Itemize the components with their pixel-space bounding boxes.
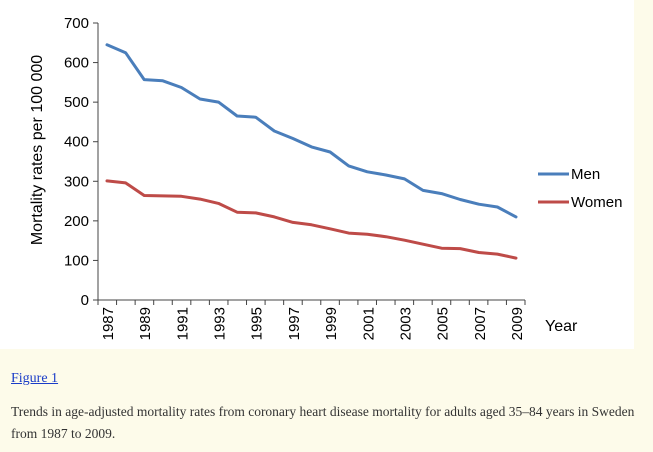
series-line-women xyxy=(105,179,518,260)
y-axis-title: Mortality rates per 100 000 xyxy=(29,55,46,245)
y-tick-label: 600 xyxy=(64,55,89,72)
legend: Men Women xyxy=(538,166,622,211)
x-tick-label: 2001 xyxy=(360,307,377,340)
x-tick-label: 1993 xyxy=(212,307,229,340)
x-axis-ticks: 1987 1989 1991 1993 1995 1997 1999 2001 2003 2005… xyxy=(97,300,526,340)
legend-label-men: Men xyxy=(571,166,600,183)
y-tick-label: 100 xyxy=(64,252,89,269)
x-tick-label: 2007 xyxy=(472,307,489,340)
figure-link[interactable]: Figure 1 xyxy=(11,371,59,386)
series-line-men xyxy=(105,43,518,219)
x-axis-title: Year xyxy=(545,318,578,335)
x-tick-label: 1995 xyxy=(249,307,266,340)
y-tick-label: 300 xyxy=(64,173,89,190)
y-tick-label: 500 xyxy=(64,94,89,111)
x-tick-label: 1997 xyxy=(286,307,303,340)
y-tick-label: 200 xyxy=(64,213,89,230)
y-tick-label: 700 xyxy=(64,15,89,32)
y-tick-label: 0 xyxy=(81,292,89,309)
y-axis-ticks: 0 100 200 300 400 500 600 700 xyxy=(64,15,98,309)
chart-panel: 0 100 200 300 400 500 600 700 1987 1989 1991 1993 1… xyxy=(0,0,634,349)
x-tick-label: 1999 xyxy=(323,307,340,340)
legend-label-women: Women xyxy=(571,194,622,211)
axes xyxy=(97,23,525,301)
figure-caption: Trends in age-adjusted mortality rates f… xyxy=(11,404,635,441)
x-tick-label: 2005 xyxy=(435,307,452,340)
x-tick-label: 1989 xyxy=(137,307,154,340)
x-tick-label: 2003 xyxy=(397,307,414,340)
x-tick-label: 2009 xyxy=(509,307,526,340)
x-tick-label: 1991 xyxy=(174,307,191,340)
series-lines xyxy=(105,43,518,260)
x-tick-label: 1987 xyxy=(100,307,117,340)
y-tick-label: 400 xyxy=(64,134,89,151)
